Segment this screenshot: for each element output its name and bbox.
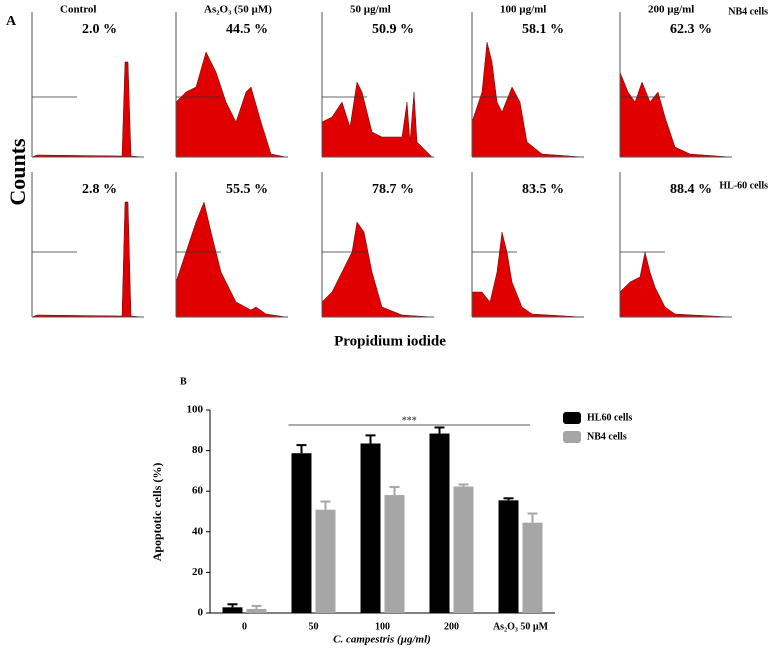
histogram: 44.5 % As₂O₃ (50 µM): [175, 4, 288, 158]
histogram-area: [31, 201, 143, 318]
histogram-area: [619, 251, 731, 318]
x-axis-label: C. campestris (µg/ml): [333, 634, 431, 646]
histogram-area: [31, 61, 143, 158]
x-tick-label: 100: [375, 621, 390, 632]
percent-label: 2.0 %: [82, 22, 117, 37]
y-axis-label: Counts: [5, 138, 30, 206]
percent-label: 62.3 %: [670, 22, 712, 37]
histogram-area: [175, 201, 287, 318]
row-label: NB4 cells: [728, 6, 768, 17]
x-tick-label: As₂O₃ 50 µM: [493, 621, 549, 632]
percent-label: 78.7 %: [372, 182, 414, 197]
legend-swatch: [563, 431, 581, 443]
y-tick-label: 100: [187, 404, 204, 416]
percent-label: 88.4 %: [670, 182, 712, 197]
histogram: 2.8 %: [31, 172, 144, 318]
y-tick-label: 20: [192, 566, 204, 578]
panel-label: B: [180, 376, 187, 387]
panel-label: A: [6, 14, 17, 29]
bar: [453, 486, 474, 613]
bar: [384, 495, 405, 613]
histogram-area: [471, 231, 583, 318]
histogram-area: [619, 71, 731, 158]
histogram: 55.5 %: [175, 172, 288, 318]
histogram: 83.5 %: [471, 172, 584, 318]
histogram: 58.1 % 100 µg/ml: [471, 4, 584, 158]
bar: [291, 453, 312, 613]
histogram-area: [321, 221, 433, 318]
percent-label: 58.1 %: [522, 22, 564, 37]
percent-label: 50.9 %: [372, 22, 414, 37]
histogram-title: As₂O₃ (50 µM): [204, 4, 272, 16]
x-tick-label: 200: [444, 621, 459, 632]
percent-label: 55.5 %: [226, 182, 268, 197]
y-tick-label: 60: [192, 485, 204, 497]
histogram: 62.3 % 200 µg/ml: [619, 4, 732, 158]
histogram-title: 100 µg/ml: [500, 4, 546, 16]
histogram: 50.9 % 50 µg/ml: [321, 4, 434, 158]
histogram-title: 200 µg/ml: [648, 4, 694, 16]
bar: [360, 443, 381, 613]
x-tick-label: 0: [242, 621, 247, 632]
histogram-area: [175, 51, 287, 158]
legend-label: HL60 cells: [587, 412, 632, 423]
percent-label: 2.8 %: [82, 182, 117, 197]
bar: [522, 522, 543, 613]
histogram: 78.7 %: [321, 172, 434, 318]
y-tick-label: 80: [192, 444, 204, 456]
bar: [429, 433, 450, 613]
legend-label: NB4 cells: [587, 431, 627, 442]
bar: [246, 608, 267, 613]
histogram-title: 50 µg/ml: [350, 4, 391, 16]
percent-label: 44.5 %: [226, 22, 268, 37]
y-tick-label: 0: [198, 607, 204, 619]
histogram-area: [321, 81, 433, 158]
histogram-title: Control: [60, 4, 96, 16]
histogram-area: [471, 41, 583, 158]
bar: [498, 500, 519, 613]
x-tick-label: 50: [309, 621, 319, 632]
row-label: HL-60 cells: [719, 180, 768, 191]
histogram: 88.4 %: [619, 172, 732, 318]
x-axis-label: Propidium iodide: [334, 333, 446, 349]
legend-swatch: [563, 412, 581, 424]
bar: [315, 509, 336, 613]
annotation: ***: [402, 415, 417, 426]
percent-label: 83.5 %: [522, 182, 564, 197]
y-tick-label: 40: [192, 525, 204, 537]
y-axis-label: Apoptotic cells (%): [150, 463, 164, 562]
bar: [222, 607, 243, 613]
histogram: 2.0 % Control: [31, 4, 144, 158]
